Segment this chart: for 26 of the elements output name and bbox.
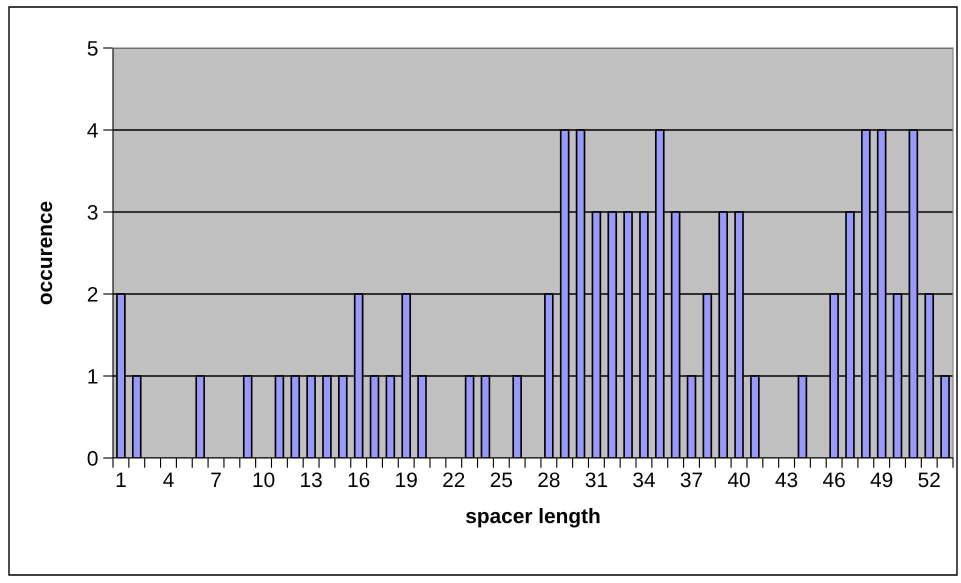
x-tick-label: 28 — [538, 472, 560, 488]
x-tick-label: 4 — [163, 472, 174, 487]
x-tick-label: 10 — [254, 472, 274, 488]
x-tick-label: 13 — [301, 472, 322, 488]
x-tick-label: 46 — [823, 472, 845, 488]
y-tick-label: 0 — [88, 451, 98, 466]
x-tick-label: 52 — [918, 472, 940, 488]
x-tick-label: 40 — [728, 472, 750, 488]
x-tick-label: 19 — [396, 472, 417, 488]
x-tick-label: 37 — [680, 472, 702, 488]
x-tick-label: 1 — [116, 472, 126, 487]
y-axis-title: occurence — [40, 202, 52, 304]
x-axis-title: spacer length — [466, 508, 600, 528]
x-tick-label: 7 — [211, 472, 221, 487]
x-tick-label: 16 — [348, 472, 370, 488]
x-tick-label: 22 — [443, 472, 464, 487]
x-tick-label: 34 — [633, 472, 655, 488]
y-tick-label: 1 — [88, 369, 98, 384]
y-tick-label: 5 — [88, 41, 98, 56]
y-tick-label: 2 — [88, 287, 98, 302]
x-tick-label: 43 — [775, 472, 798, 488]
y-tick-label: 4 — [87, 123, 98, 138]
x-tick-label: 31 — [586, 472, 607, 488]
x-tick-label: 49 — [870, 472, 892, 488]
y-tick-label: 3 — [88, 205, 98, 220]
x-tick-label: 25 — [490, 472, 512, 488]
